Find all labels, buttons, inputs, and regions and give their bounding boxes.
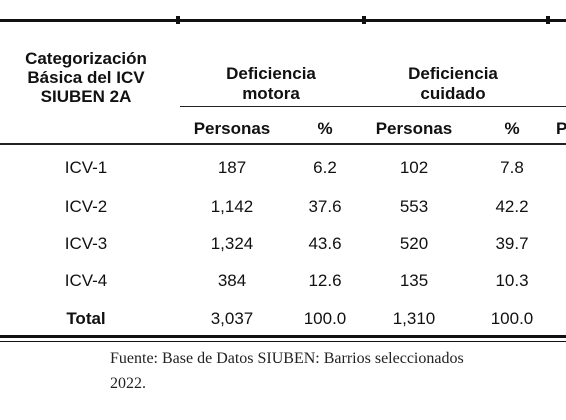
- source-footnote-year: 2022.: [110, 375, 146, 392]
- subheader-percent: %: [504, 119, 520, 138]
- cell-value: 102: [399, 158, 429, 177]
- column-tick: [546, 16, 550, 24]
- cell-value: 100.0: [490, 309, 534, 328]
- group-header-rule: [180, 106, 566, 107]
- group-header-line: Deficiencia: [408, 64, 498, 83]
- cell-value: 7.8: [500, 158, 524, 177]
- column-tick: [176, 16, 180, 24]
- subheader-cutoff: P: [556, 119, 566, 138]
- cell-value: 6.2: [313, 158, 337, 177]
- cell-value: 520: [399, 234, 429, 253]
- cell-value: 553: [399, 197, 429, 216]
- group-header-line: cuidado: [420, 84, 486, 103]
- cell-value: 43.6: [308, 234, 342, 253]
- row-label: ICV-1: [64, 158, 108, 177]
- row-label: ICV-2: [64, 197, 108, 216]
- header-bottom-rule: [0, 143, 566, 145]
- row-label: ICV-4: [64, 271, 108, 290]
- row-header-line: Categorización: [25, 49, 147, 68]
- cell-value: 39.7: [495, 234, 529, 253]
- subheader-personas: Personas: [193, 119, 271, 138]
- group-header-line: Deficiencia: [226, 64, 316, 83]
- source-footnote: Fuente: Base de Datos SIUBEN: Barrios se…: [110, 350, 464, 367]
- subheader-personas: Personas: [375, 119, 453, 138]
- row-header-line: SIUBEN 2A: [40, 87, 132, 106]
- cell-value: 187: [217, 158, 247, 177]
- cell-value: 100.0: [303, 309, 347, 328]
- cell-value: 1,142: [210, 197, 254, 216]
- table-top-rule: [0, 19, 566, 22]
- row-header-line: Básica del ICV: [27, 68, 145, 87]
- subheader-percent: %: [317, 119, 333, 138]
- cell-value: 12.6: [308, 271, 342, 290]
- group-header-line: motora: [242, 84, 300, 103]
- cell-value: 384: [217, 271, 247, 290]
- column-tick: [362, 16, 366, 24]
- cell-value: 10.3: [495, 271, 529, 290]
- row-label: Total: [66, 309, 106, 328]
- cell-value: 42.2: [495, 197, 529, 216]
- table-bottom-rule: [0, 335, 566, 338]
- cell-value: 37.6: [308, 197, 342, 216]
- cell-value: 135: [399, 271, 429, 290]
- cell-value: 1,324: [210, 234, 254, 253]
- cell-value: 1,310: [392, 309, 436, 328]
- row-label: ICV-3: [64, 234, 108, 253]
- cell-value: 3,037: [210, 309, 254, 328]
- table-bottom-rule-thin: [0, 341, 566, 342]
